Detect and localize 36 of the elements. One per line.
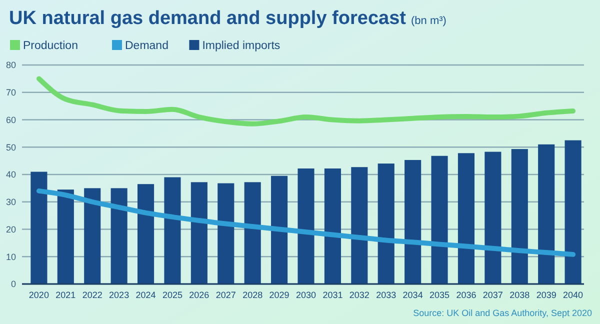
x-tick-label: 2023 bbox=[109, 290, 130, 300]
y-tick-label: 50 bbox=[6, 142, 16, 152]
legend-label: Demand bbox=[125, 40, 168, 52]
x-tick-label: 2029 bbox=[269, 290, 290, 300]
y-tick-label: 80 bbox=[6, 60, 16, 70]
x-tick-label: 2036 bbox=[456, 290, 476, 300]
x-tick-label: 2039 bbox=[536, 290, 556, 300]
legend-label: Implied imports bbox=[202, 40, 280, 52]
y-tick-label: 70 bbox=[6, 88, 16, 98]
x-tick-label: 2021 bbox=[56, 290, 76, 300]
x-tick-label: 2028 bbox=[242, 290, 263, 300]
y-tick-label: 40 bbox=[6, 170, 16, 180]
x-tick-label: 2024 bbox=[136, 290, 156, 300]
x-tick-label: 2035 bbox=[430, 290, 450, 300]
x-tick-label: 2038 bbox=[510, 290, 530, 300]
chart-title: UK natural gas demand and supply forecast bbox=[9, 8, 406, 29]
legend-label: Production bbox=[23, 40, 78, 52]
x-tick-label: 2020 bbox=[28, 290, 49, 300]
x-tick-label: 2030 bbox=[296, 290, 316, 300]
x-tick-label: 2025 bbox=[162, 290, 182, 300]
y-tick-label: 30 bbox=[6, 197, 16, 208]
y-tick-label: 0 bbox=[10, 279, 16, 290]
x-tick-label: 2034 bbox=[402, 290, 423, 300]
x-tick-label: 2027 bbox=[216, 290, 236, 300]
x-tick-label: 2037 bbox=[482, 290, 503, 300]
x-tick-label: 2022 bbox=[82, 290, 102, 300]
x-tick-label: 2026 bbox=[189, 290, 210, 300]
x-tick-label: 2032 bbox=[349, 290, 370, 300]
y-tick-label: 10 bbox=[6, 252, 16, 262]
y-tick-label: 60 bbox=[6, 114, 16, 125]
x-tick-label: 2040 bbox=[563, 290, 584, 300]
x-tick-label: 2031 bbox=[322, 290, 343, 300]
chart-subtitle: (bn m³) bbox=[410, 15, 446, 27]
x-tick-label: 2033 bbox=[376, 290, 396, 300]
source-note: Source: UK Oil and Gas Authority, Sept 2020 bbox=[413, 308, 592, 318]
y-tick-label: 20 bbox=[6, 224, 16, 234]
